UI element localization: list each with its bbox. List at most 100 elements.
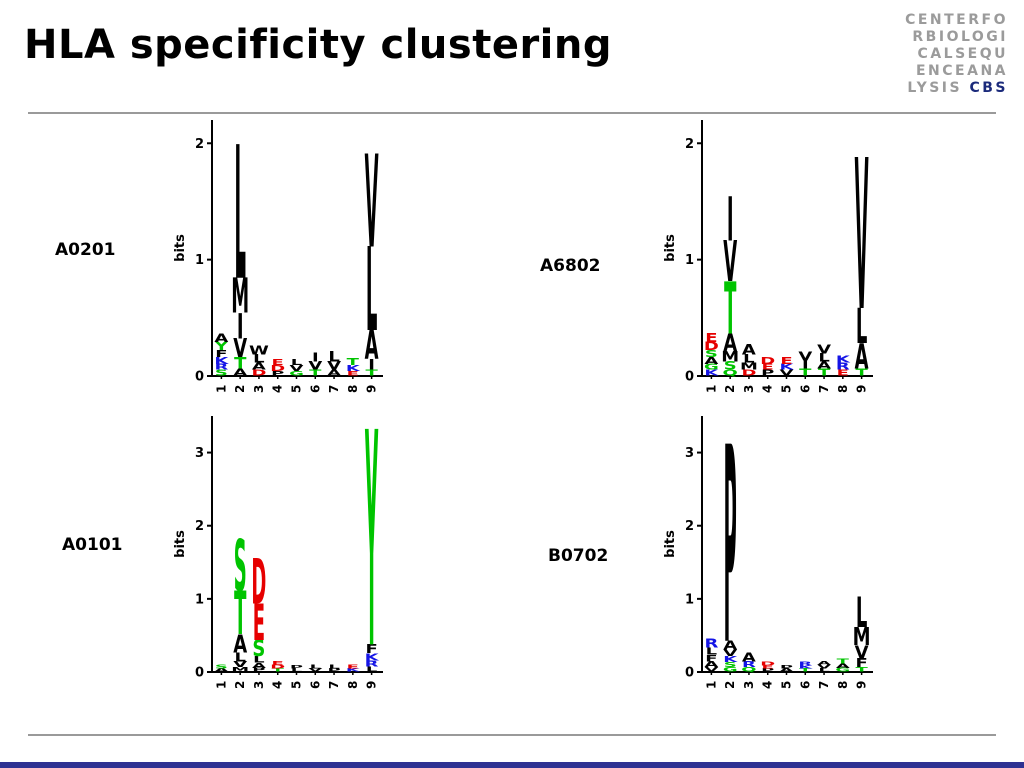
- logo-letter: A: [233, 631, 247, 660]
- logo-letter: A: [780, 668, 795, 673]
- logo-letter: P: [761, 369, 774, 378]
- logo-letter: M: [740, 362, 758, 373]
- logo-letter: T: [272, 668, 284, 673]
- logo-letter: K: [704, 369, 720, 378]
- logo-letter: T: [365, 369, 378, 378]
- logo-letter: E: [253, 593, 265, 652]
- logo-letter: G: [723, 667, 738, 674]
- logo-letter: A: [252, 662, 266, 670]
- logo-letter: I: [312, 350, 319, 365]
- logo-letter: V: [817, 342, 831, 357]
- logo-letter: S: [705, 349, 718, 360]
- logo-letter: A: [365, 323, 379, 369]
- allele-label-b0702: B0702: [548, 546, 609, 566]
- logo-letter: A: [723, 329, 737, 357]
- footer-divider: [28, 734, 996, 736]
- logo-letter: V: [308, 359, 322, 372]
- x-tick-label: 1: [704, 385, 718, 393]
- x-tick-label: 2: [233, 385, 247, 393]
- logo-letter: L: [310, 664, 322, 670]
- cbs-logo-line: ENCEANA: [915, 63, 1008, 79]
- logo-letter: D: [270, 364, 285, 373]
- logo-letter: V: [723, 230, 737, 295]
- logo-letter: S: [724, 661, 737, 669]
- logo-letter: T: [724, 268, 736, 352]
- logo-letter: K: [723, 655, 739, 664]
- logo-letter: M: [231, 268, 249, 325]
- logo-letter: K: [780, 363, 796, 372]
- x-tick-label: 8: [836, 385, 850, 393]
- logo-letter: A: [704, 356, 719, 367]
- y-tick-label: 2: [195, 519, 204, 534]
- logo-letter: L: [366, 665, 378, 673]
- footer-accent-bar: [0, 762, 1024, 768]
- logo-letter: E: [762, 665, 774, 670]
- logo-letter: K: [836, 355, 851, 366]
- header-divider: [28, 112, 996, 114]
- logo-letter: V: [855, 642, 869, 663]
- logo-letter: F: [855, 656, 867, 670]
- logo-letter: R: [836, 362, 850, 373]
- logo-letter: W: [249, 343, 269, 358]
- logo-letter: V: [365, 129, 379, 277]
- logo-letter: L: [291, 358, 303, 367]
- logo-letter: V: [308, 668, 323, 673]
- logo-letter: S: [252, 635, 265, 661]
- logo-letter: V: [855, 115, 869, 357]
- allele-label-a0101: A0101: [62, 535, 123, 555]
- x-tick-label: 5: [290, 681, 304, 689]
- x-tick-label: 4: [271, 385, 285, 393]
- logo-letter: V: [798, 349, 812, 364]
- logo-letter: T: [855, 667, 868, 674]
- sequence-logo-a0201: 012bits1SRKFYA2ATVIML3DALW4PDE5GVL6TVI7A…: [173, 112, 383, 393]
- x-tick-label: 3: [252, 385, 266, 393]
- logo-letter: T: [234, 580, 247, 649]
- sequence-logo-a0101: 0123bits1AS2MVLATS3PALSED4TDE5LP6VL7PL8K…: [173, 408, 383, 708]
- x-tick-label: 4: [761, 385, 775, 393]
- logo-letter: D: [251, 369, 266, 378]
- logo-letter: R: [798, 661, 812, 667]
- logo-letter: I: [368, 356, 375, 373]
- cbs-logo-line: RBIOLOGI: [912, 29, 1008, 45]
- logo-letter: E: [347, 664, 359, 670]
- logo-letter: L: [291, 668, 302, 673]
- logo-letter: E: [705, 330, 717, 345]
- x-tick-label: 6: [798, 385, 812, 393]
- logo-letter: M: [721, 348, 739, 365]
- x-tick-label: 5: [780, 681, 794, 689]
- x-tick-label: 9: [855, 681, 869, 689]
- logo-letter: T: [799, 368, 811, 379]
- x-tick-label: 6: [308, 385, 322, 393]
- y-tick-label: 2: [685, 137, 694, 152]
- logo-letter: Q: [741, 667, 756, 674]
- logo-letter: A: [742, 650, 756, 664]
- logo-letter: S: [724, 359, 737, 372]
- logo-letter: L: [706, 646, 717, 658]
- allele-label-a0201: A0201: [55, 240, 116, 260]
- logo-letter: R: [704, 636, 718, 650]
- logo-letter: D: [251, 546, 266, 618]
- logo-letter: A: [836, 663, 851, 670]
- x-tick-label: 8: [346, 385, 360, 393]
- logo-letter: D: [760, 661, 775, 667]
- logo-letter: V: [780, 369, 794, 378]
- logo-letter: I: [237, 306, 244, 348]
- logo-letter: P: [290, 665, 303, 670]
- y-tick-label: 1: [195, 253, 204, 268]
- logo-letter: F: [365, 642, 377, 656]
- x-tick-label: 4: [761, 681, 775, 689]
- logo-letter: A: [704, 660, 718, 669]
- logo-letter: L: [366, 225, 377, 358]
- logo-letter: D: [760, 356, 775, 367]
- y-tick-label: 3: [685, 446, 694, 461]
- sequence-logo-a6802: 012bits1KGASDE2QSMATVI3DMLA4PED5VKE6TIV7…: [663, 115, 873, 393]
- y-tick-label: 2: [685, 519, 694, 534]
- y-tick-label: 1: [685, 253, 694, 268]
- x-tick-label: 5: [290, 385, 304, 393]
- logo-letter: S: [234, 526, 247, 608]
- logo-letter: M: [853, 623, 871, 652]
- logo-letter: P: [252, 667, 266, 673]
- cbs-logo: CENTERFO RBIOLOGI CALSEQU ENCEANA LYSIS …: [905, 12, 1008, 97]
- logo-letter: L: [818, 351, 830, 364]
